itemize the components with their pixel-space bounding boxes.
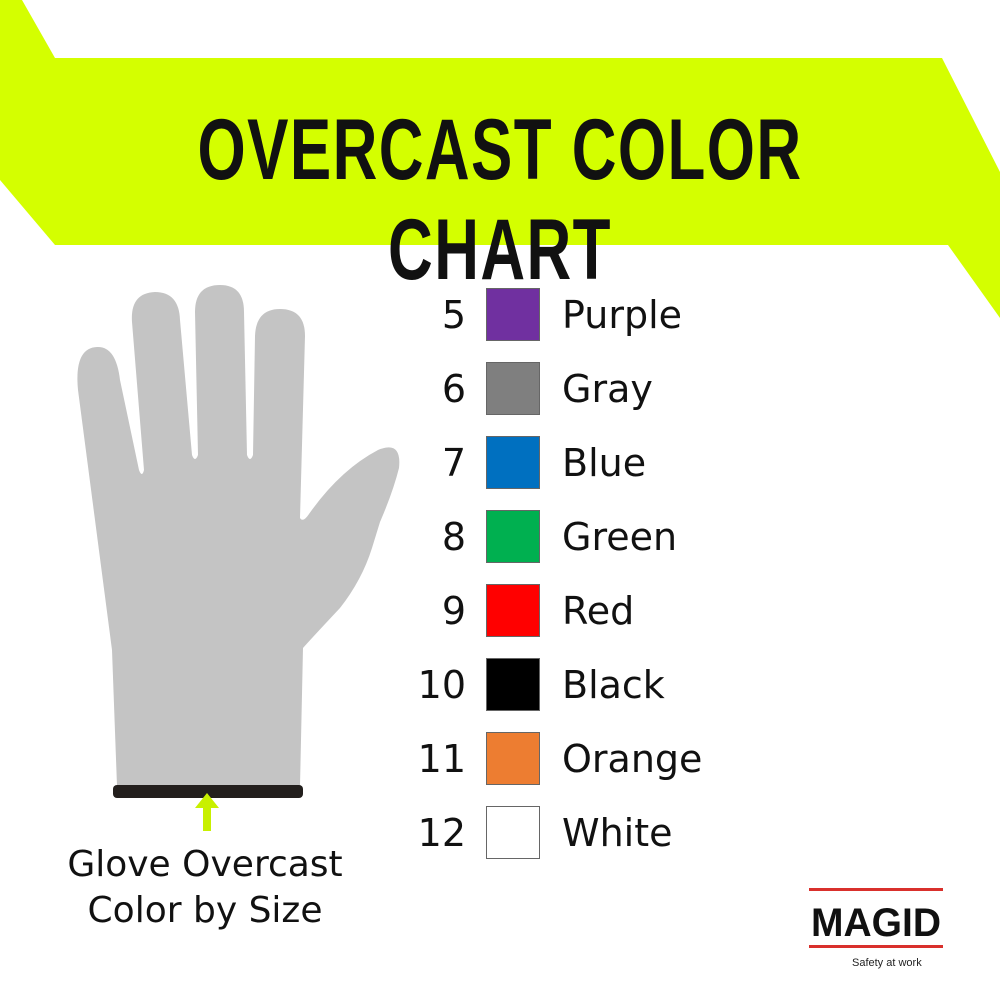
glove-illustration	[77, 285, 400, 786]
size-number: 9	[441, 589, 466, 633]
magid-logo: MAGID	[809, 888, 943, 948]
color-name: Orange	[562, 737, 703, 781]
color-swatch	[486, 362, 540, 415]
size-row: 11 Orange	[400, 732, 800, 787]
size-number: 5	[441, 293, 466, 337]
color-name: Black	[562, 663, 665, 707]
color-swatch	[486, 658, 540, 711]
caption-line-2: Color by Size	[87, 890, 323, 931]
size-number: 6	[441, 367, 466, 411]
color-swatch	[486, 510, 540, 563]
size-number: 12	[417, 811, 466, 855]
title-banner	[0, 0, 1000, 318]
caption-line-1: Glove Overcast	[67, 844, 343, 885]
logo-tagline: Safety at work	[852, 957, 922, 969]
arrow-up-icon	[195, 793, 219, 831]
color-name: Purple	[562, 293, 683, 337]
size-number: 8	[441, 515, 466, 559]
svg-text:MAGID: MAGID	[811, 901, 941, 945]
size-row: 8 Green	[400, 510, 800, 565]
size-row: 5 Purple	[400, 288, 800, 343]
color-name: White	[562, 811, 673, 855]
color-swatch	[486, 584, 540, 637]
color-swatch	[486, 806, 540, 859]
size-row: 7 Blue	[400, 436, 800, 491]
color-name: Gray	[562, 367, 653, 411]
color-name: Green	[562, 515, 678, 559]
size-row: 12 White	[400, 806, 800, 861]
glove-caption: Glove Overcast Color by Size	[30, 842, 380, 934]
color-swatch	[486, 732, 540, 785]
size-number: 10	[417, 663, 466, 707]
size-number: 11	[417, 737, 466, 781]
color-name: Blue	[562, 441, 647, 485]
size-row: 9 Red	[400, 584, 800, 639]
size-number: 7	[441, 441, 466, 485]
color-swatch	[486, 436, 540, 489]
size-row: 6 Gray	[400, 362, 800, 417]
size-row: 10 Black	[400, 658, 800, 713]
page-title: OVERCAST COLOR CHART	[197, 102, 803, 298]
color-name: Red	[562, 589, 635, 633]
color-swatch	[486, 288, 540, 341]
glove-cuff-overcast	[113, 785, 303, 798]
